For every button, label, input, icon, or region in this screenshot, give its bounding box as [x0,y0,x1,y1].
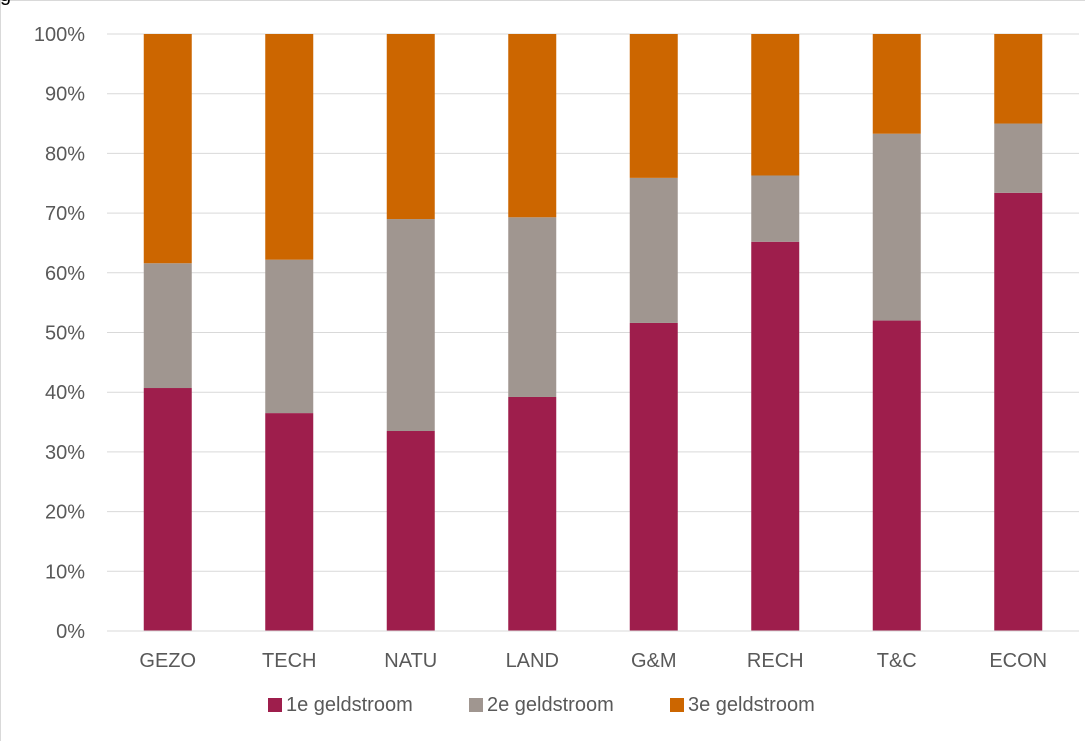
x-tick-label: RECH [747,650,804,672]
legend-label: 1e geldstroom [286,694,413,716]
legend-label: 3e geldstroom [688,694,815,716]
y-tick-label: 30% [45,442,85,464]
y-tick-label: 40% [45,382,85,404]
bar-segment-3 [629,34,678,178]
x-tick-label: ECON [989,650,1047,672]
y-tick-label: 10% [45,561,85,583]
bar-segment-3 [751,34,800,176]
bar-segment-3 [265,34,314,260]
x-tick-label: G&M [631,650,677,672]
gridlines [107,33,1079,632]
bar-segment-3 [872,34,921,134]
bar-segment-1 [751,241,800,632]
bar-segment-2 [872,133,921,321]
x-axis-ticks: GEZO TECH NATU LAND G&M RECH T&C ECON [139,650,1047,672]
legend-swatch [469,698,483,712]
bar-segment-2 [265,259,314,414]
legend-swatch [268,698,282,712]
bar-segment-1 [872,320,921,631]
bars [107,34,1079,632]
y-tick-label: 100% [34,24,85,46]
bar-segment-2 [508,217,557,397]
legend-swatch [670,698,684,712]
x-tick-label: LAND [506,650,559,672]
bar-segment-1 [386,431,435,631]
legend: 1e geldstroom 2e geldstroom 3e geldstroom [268,694,815,716]
bar-segment-3 [508,34,557,218]
x-tick-label: T&C [877,650,917,672]
bar-segment-3 [994,34,1043,124]
y-tick-label: 80% [45,143,85,165]
y-axis-ticks: 0% 10% 20% 30% 40% 50% 60% 70% 80% 90% 100% [34,24,85,643]
x-tick-label: NATU [384,650,437,672]
bar-segment-2 [994,123,1043,193]
bar-segment-1 [508,396,557,631]
y-tick-label: 0% [56,621,85,643]
bar-segment-3 [386,34,435,220]
bar-segment-2 [751,175,800,242]
x-tick-label: TECH [262,650,316,672]
bar-segment-2 [386,219,435,432]
bar-segment-1 [629,322,678,631]
legend-label: 2e geldstroom [487,694,614,716]
bar-segment-2 [143,263,192,389]
y-tick-label: 70% [45,203,85,225]
x-tick-label: GEZO [139,650,196,672]
bar-segment-1 [143,388,192,631]
bar-segment-1 [265,413,314,631]
y-tick-label: 60% [45,263,85,285]
bar-segment-2 [629,177,678,323]
bar-segment-1 [994,192,1043,631]
bar-segment-3 [143,34,192,264]
y-tick-label: 20% [45,502,85,524]
y-tick-label: 90% [45,84,85,106]
y-tick-label: 50% [45,323,85,345]
chart-caption: g [0,0,11,7]
